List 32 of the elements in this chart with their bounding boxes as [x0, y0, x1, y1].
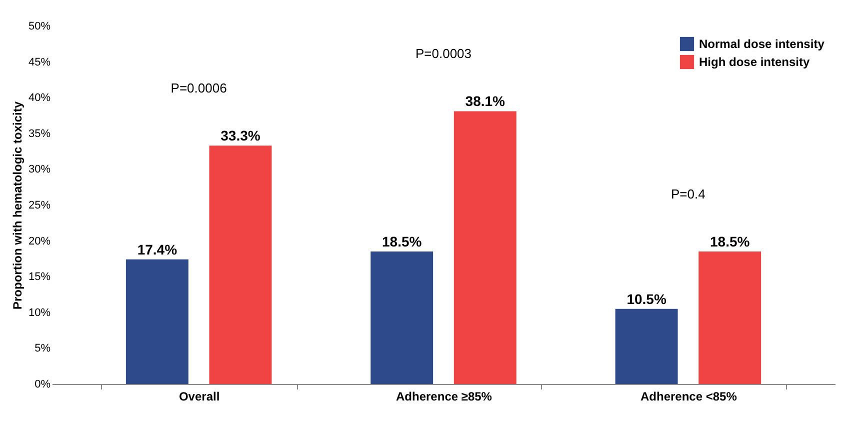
- y-tick-label: 40%: [28, 92, 51, 104]
- annotation: P=0.4: [671, 186, 706, 202]
- annotation: P=0.0003: [415, 46, 472, 61]
- y-tick-label: 5%: [34, 342, 51, 355]
- data-label: 18.5%: [382, 234, 422, 250]
- y-tick-label: 20%: [28, 235, 51, 248]
- y-tick-label: 0%: [34, 378, 51, 390]
- legend-label: High dose intensity: [699, 55, 810, 69]
- y-tick-label: 10%: [28, 306, 51, 319]
- x-tick-label: Adherence <85%: [640, 390, 738, 404]
- bar: [370, 252, 434, 384]
- bar: [454, 111, 516, 384]
- y-tick-label: 45%: [28, 56, 51, 68]
- bar: [126, 259, 188, 384]
- annotation: P=0.0006: [170, 80, 227, 96]
- y-tick-label: 35%: [28, 128, 51, 140]
- data-label: 17.4%: [137, 241, 178, 258]
- y-tick-label: 25%: [28, 200, 51, 212]
- data-label: 33.3%: [220, 128, 261, 144]
- y-tick-label: 30%: [28, 164, 51, 176]
- x-tick-label: Overall: [178, 390, 220, 404]
- legend-label: Normal dose intensity: [699, 37, 825, 51]
- x-tick-label: Adherence ≥85%: [396, 390, 492, 404]
- data-label: 18.5%: [710, 234, 750, 250]
- y-axis-title: Proportion with hematologic toxicity: [10, 101, 24, 310]
- bar: [698, 252, 762, 384]
- data-label: 38.1%: [465, 93, 506, 110]
- bar: [209, 146, 272, 384]
- data-label: 10.5%: [626, 290, 667, 307]
- y-tick-label: 15%: [28, 271, 51, 284]
- bar: [615, 308, 678, 384]
- y-tick-label: 50%: [28, 20, 51, 32]
